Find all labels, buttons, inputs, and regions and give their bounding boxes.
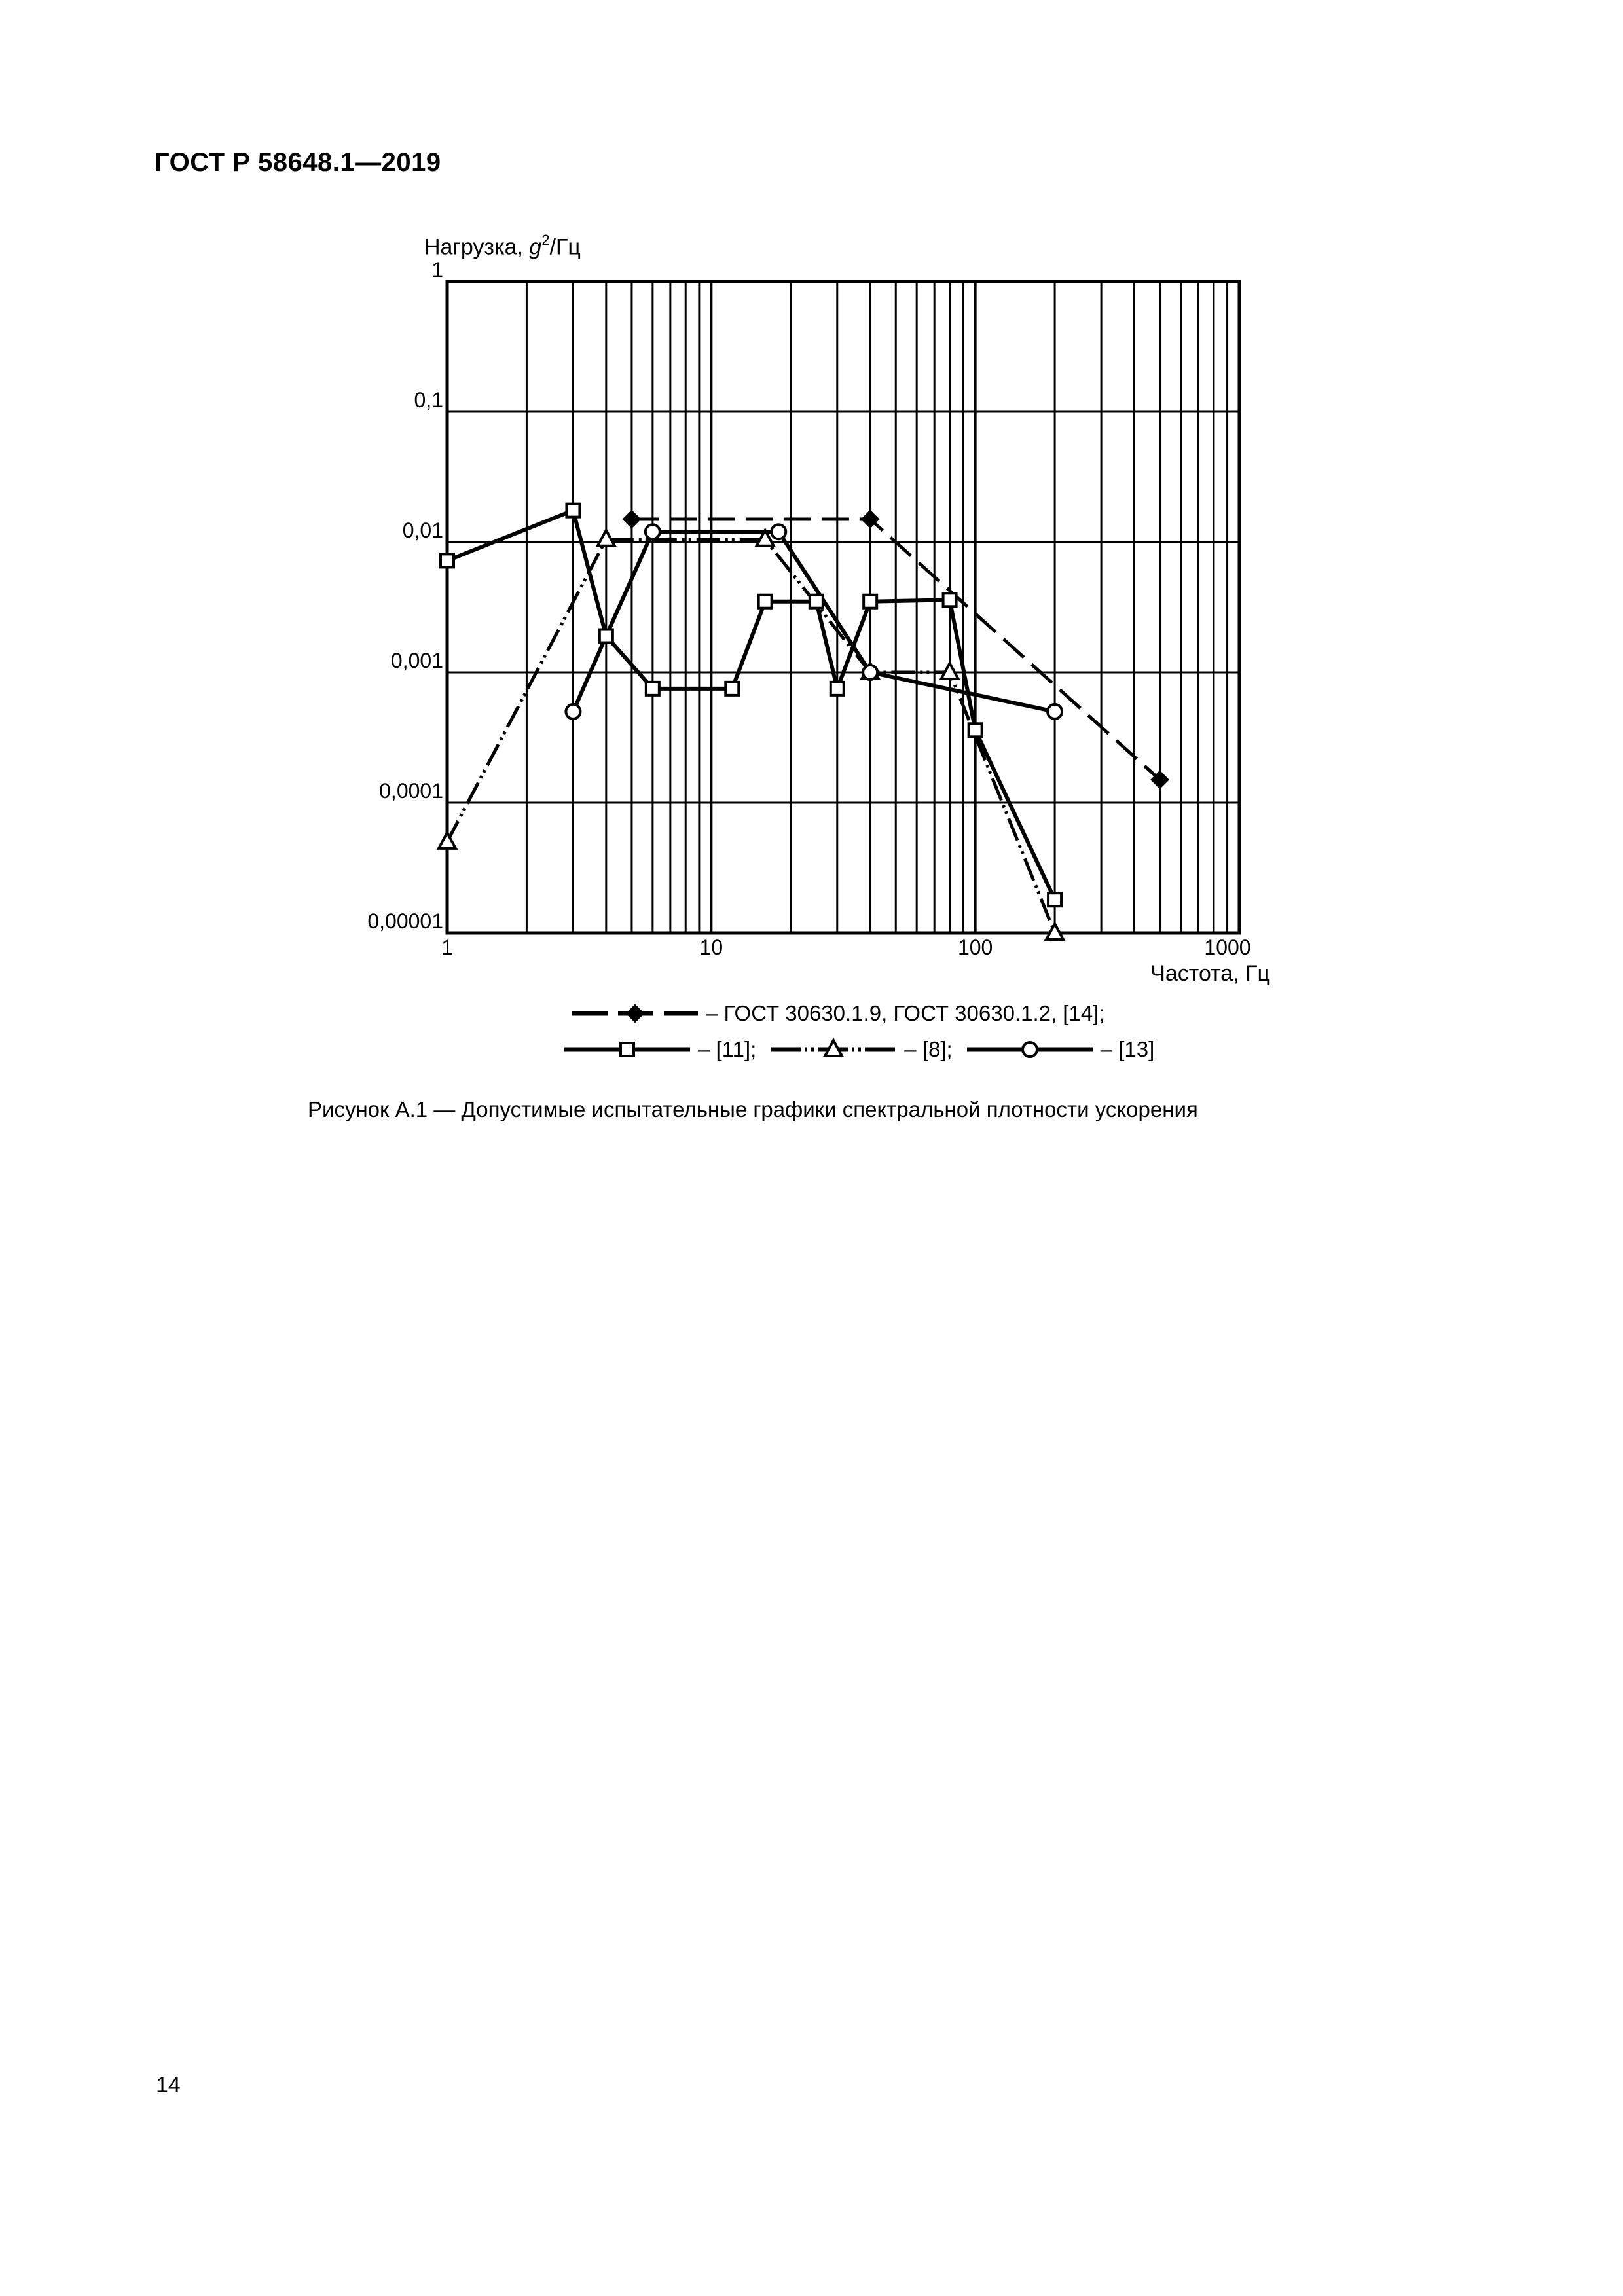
series-line [571,530,1055,714]
circle-open-marker [770,523,788,541]
diamond-filled-marker [622,509,642,529]
square-open-marker [808,593,824,610]
circle-open-legend-sample [966,1041,1093,1058]
square-open-marker [862,593,879,610]
square-open-marker [565,502,581,519]
plot-frame [445,280,1241,935]
x-tick-label: 10 [699,936,723,959]
square-open-marker [439,553,455,569]
triangle-open-legend-sample [771,1037,897,1057]
square-open-icon [619,1042,635,1057]
legend-label: – [11]; [698,1037,757,1061]
legend-item: – ГОСТ 30630.1.9, ГОСТ 30630.1.2, [14]; [570,1000,1105,1027]
diamond-filled-marker [1150,770,1169,790]
legend-item: – [11]; [562,1036,756,1063]
series-line [445,538,1057,934]
circle-open-marker [564,702,582,720]
y-tick-label: 1 [431,258,443,282]
square-open-marker [967,722,983,738]
page-number: 14 [156,2073,181,2098]
y-tick-label: 0,00001 [367,909,443,933]
diamond-filled-icon [625,1004,645,1023]
legend-item: – [13] [964,1036,1155,1063]
document-header: ГОСТ Р 58648.1—2019 [155,148,441,177]
diamond-filled-marker [860,509,880,529]
triangle-open-marker [939,660,960,680]
y-tick-label: 0,01 [402,519,443,542]
square-open-legend-sample [564,1042,690,1057]
square-open-marker [829,680,845,697]
triangle-open-marker [754,527,776,547]
legend-item: – [8]; [768,1036,953,1063]
legend-label: – [13] [1100,1037,1155,1061]
circle-open-icon [1021,1041,1038,1058]
y-axis-label: Нагрузка, g2/Гц [424,232,581,260]
diamond-filled-legend-sample [572,1004,698,1023]
square-open-marker [941,592,958,608]
x-tick-label: 1000 [1204,936,1251,959]
circle-open-marker [644,523,661,541]
square-open-marker [1047,892,1063,908]
square-open-marker [757,593,773,610]
square-open-marker [644,680,661,697]
triangle-open-marker [436,829,458,850]
square-open-marker [598,628,614,644]
triangle-open-marker [595,527,617,547]
y-tick-label: 0,001 [390,649,443,672]
circle-open-marker [1046,702,1064,720]
y-tick-label: 0,0001 [379,779,443,803]
legend-label: – ГОСТ 30630.1.9, ГОСТ 30630.1.2, [14]; [706,1001,1105,1025]
x-axis-label: Частота, Гц [1150,961,1270,986]
legend-row-1: – ГОСТ 30630.1.9, ГОСТ 30630.1.2, [14]; [570,1000,1117,1027]
legend-label: – [8]; [904,1037,953,1061]
series-line [446,508,1057,901]
triangle-open-marker [1044,920,1066,941]
x-tick-label: 1 [441,936,453,959]
square-open-marker [724,680,740,697]
y-tick-label: 0,1 [414,388,443,412]
x-tick-label: 100 [957,936,993,959]
circle-open-marker [862,664,879,681]
legend-row-2: – [11]; – [8]; – [13] [562,1036,1166,1063]
psd-chart [436,280,1241,941]
triangle-open-icon [822,1037,845,1057]
figure-caption: Рисунок А.1 — Допустимые испытательные г… [308,1097,1198,1121]
